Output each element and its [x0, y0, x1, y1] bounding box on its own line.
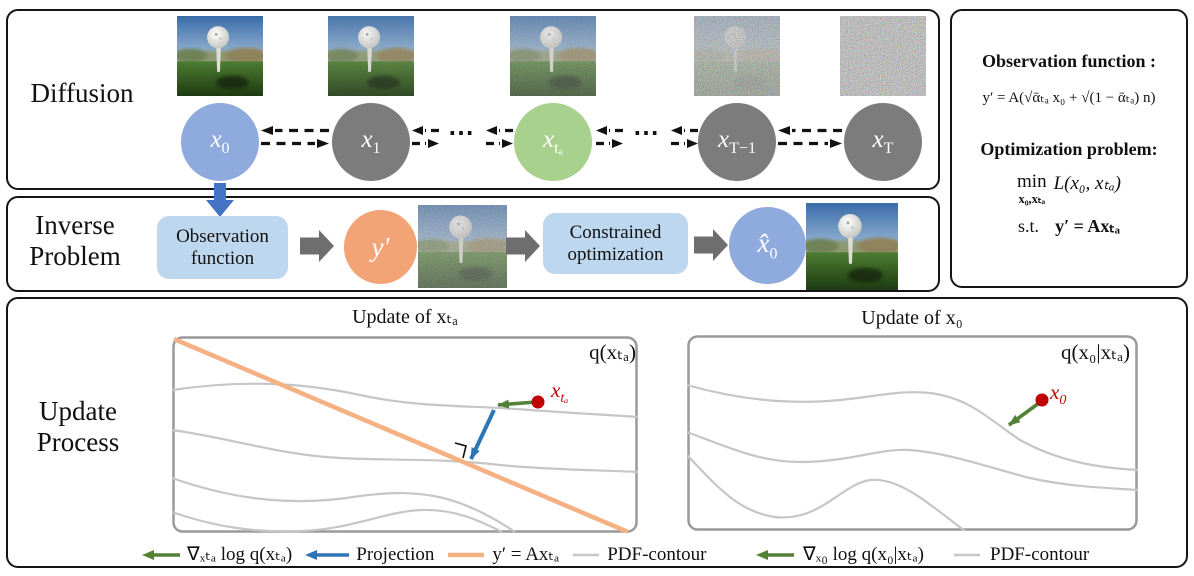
st-label: s.t. [1018, 215, 1040, 236]
node-circle-xT: xT [844, 103, 922, 181]
diffusion-label: Diffusion [30, 78, 134, 108]
right-angle-marker [454, 442, 467, 459]
left-plot [172, 336, 638, 533]
dashed-link-short [671, 126, 698, 148]
right-plot-distribution-label: q(x₀|xₜₐ) [1061, 340, 1130, 364]
optimization-problem-title: Optimization problem: [980, 139, 1158, 159]
observation-function-box: Observation function [157, 216, 288, 279]
legend-pdf-contour-label: PDF-contour [990, 543, 1090, 565]
constrained-optimization-box: Constrained optimization [543, 213, 688, 274]
observation-function-formula: y′ = A(√ᾱₜₐ x₀ + √(1 − ᾱₜₐ) n) [982, 90, 1156, 106]
legend-gradient-label: ∇ₓ₀ log q(x₀|xₜₐ) [803, 544, 925, 565]
blue-arrow-icon [305, 549, 350, 560]
right-arrow-icon [300, 230, 334, 262]
node-label-xhat0: x̂0 [757, 227, 778, 263]
projection-arrow [469, 409, 496, 460]
right-arrow-icon [694, 229, 728, 261]
node-circle-x1: x1 [332, 103, 410, 181]
constraint-line [173, 336, 629, 533]
min-subscript: x₀,xₜₐ [1018, 192, 1046, 206]
left-plot-distribution-label: q(xₜₐ) [589, 340, 636, 364]
dashed-link-short [486, 126, 513, 148]
gradient-arrow [1007, 401, 1041, 427]
green-arrow-icon [756, 549, 794, 560]
pdf-contour [687, 454, 966, 531]
node-label-yprime: y′ [371, 231, 390, 262]
golf-image-clean-x1 [328, 16, 414, 96]
node-label-x1: x1 [361, 126, 381, 157]
observation-box-line2: function [190, 247, 255, 269]
inverse-label-line2: Problem [29, 241, 121, 271]
gradient-arrow [497, 399, 537, 409]
update-label-line1: Update [39, 396, 117, 426]
pdf-contour [172, 428, 638, 474]
gray-line-icon [954, 553, 981, 556]
node-circle-yprime: y′ [344, 210, 417, 284]
constrained-box-line2: optimization [567, 243, 664, 265]
legend-constraint-label: y′ = Axₜₐ [492, 544, 560, 565]
golf-image-clean-x0 [177, 16, 263, 96]
golf-image-light-noise-xta [510, 16, 596, 96]
diffusion-panel [6, 9, 940, 190]
formulas-content: Observation function : y′ = A(√ᾱₜₐ x₀ + … [950, 9, 1188, 288]
legend-pdf-contour-label: PDF-contour [607, 543, 707, 565]
dashed-link-short [412, 126, 439, 148]
chain-ellipsis-2: ⋯ [633, 118, 660, 147]
update-label-line2: Process [36, 427, 120, 457]
node-label-xT-1: xT−1 [718, 126, 756, 157]
right-plot-legend: ∇ₓ₀ log q(x₀|xₜₐ) PDF-contour [756, 543, 1095, 566]
constraint-expression: y′ = Axₜₐ [1055, 215, 1120, 236]
orange-line-icon [448, 552, 485, 557]
left-plot-title: Update of xₜₐ [352, 306, 458, 328]
min-operator: min x₀,xₜₐ [1017, 171, 1047, 206]
dashed-link-x0-x1 [261, 126, 329, 148]
node-circle-xhat0: x̂0 [729, 207, 806, 284]
node-circle-xT-1: xT−1 [698, 103, 776, 181]
sample-point-x0 [1035, 393, 1049, 407]
legend-projection-label: Projection [356, 543, 435, 565]
min-expression: L(x₀, xₜₐ) [1053, 173, 1121, 194]
inverse-label-line1: Inverse [35, 210, 115, 240]
update-process-label: Update Process [16, 396, 140, 458]
observation-box-line1: Observation [176, 226, 269, 248]
right-plot [687, 335, 1138, 531]
node-label-xT: xT [872, 126, 894, 157]
pdf-contour [172, 382, 638, 419]
constrained-box-line1: Constrained [569, 222, 662, 244]
min-formula: min x₀,xₜₐ L(x₀, xₜₐ) [1017, 172, 1121, 206]
gray-line-icon [573, 553, 600, 556]
down-arrow-icon [206, 183, 234, 217]
golf-image-noisy-observation [418, 205, 507, 288]
golf-image-heavy-noise-xT1 [694, 16, 780, 96]
dashed-link-xT1-xT [778, 126, 842, 148]
constraint-formula: s.t. y′ = Axₜₐ [1018, 216, 1120, 237]
node-label-xta: xtₐ [543, 126, 563, 157]
right-plot-title: Update of x₀ [861, 307, 963, 329]
inverse-problem-label: Inverse Problem [14, 210, 136, 272]
chain-ellipsis-1: ⋯ [448, 118, 475, 147]
pdf-contour [172, 476, 516, 533]
right-arrow-icon [506, 230, 540, 262]
pdf-contour [687, 430, 1138, 492]
pdf-contour [687, 383, 1138, 472]
green-arrow-icon [142, 549, 180, 560]
node-label-x0: x0 [210, 126, 230, 157]
golf-image-clean-reconstruction [806, 203, 898, 290]
legend-gradient-label: ∇ₓₜₐ log q(xₜₐ) [187, 544, 293, 565]
node-circle-x0: x0 [181, 103, 259, 181]
pure-noise-image-xT [840, 16, 926, 96]
sample-point-xta [531, 395, 545, 409]
point-label-xta: xtₐ [551, 378, 569, 407]
point-label-x0: x0 [1050, 380, 1067, 409]
left-plot-legend: ∇ₓₜₐ log q(xₜₐ) Projection y′ = Axₜₐ PDF… [142, 543, 712, 566]
observation-function-title: Observation function : [981, 51, 1156, 71]
formulas-panel [950, 9, 1188, 288]
pdf-contour [172, 508, 503, 533]
right-plot-border [687, 335, 1138, 531]
node-circle-xta: xtₐ [514, 103, 592, 181]
dashed-link-short [596, 126, 623, 148]
